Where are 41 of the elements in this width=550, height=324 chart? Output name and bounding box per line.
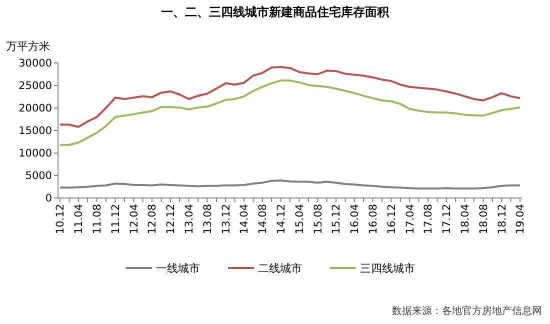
y-tick-label: 5000 bbox=[25, 170, 52, 182]
x-tick-label: 16.12 bbox=[386, 204, 398, 234]
x-tick-label: 14.08 bbox=[257, 204, 270, 234]
x-tick-label: 14.04 bbox=[238, 204, 251, 234]
x-tick-label: 16.04 bbox=[349, 204, 362, 234]
x-tick-label: 11.12 bbox=[110, 204, 122, 234]
y-tick-label: 25000 bbox=[18, 80, 52, 92]
legend-label: 三四线城市 bbox=[360, 262, 415, 275]
chart-title: 一、二、三四线城市新建商品住宅库存面积 bbox=[161, 5, 390, 19]
source-note: 数据来源：各地官方房地产信息网 bbox=[392, 305, 542, 317]
x-tick-label: 11.08 bbox=[91, 204, 104, 234]
x-tick-label: 17.04 bbox=[404, 204, 416, 234]
x-tick-label: 16.08 bbox=[367, 204, 380, 234]
x-tick-label: 12.08 bbox=[146, 204, 159, 234]
x-tick-label: 11.04 bbox=[73, 204, 86, 234]
y-tick-label: 0 bbox=[45, 192, 52, 205]
y-tick-label: 15000 bbox=[18, 125, 52, 138]
y-tick-label: 10000 bbox=[18, 148, 52, 160]
x-tick-label: 12.04 bbox=[128, 204, 140, 234]
x-tick-label: 13.12 bbox=[220, 204, 232, 234]
x-tick-label: 13.04 bbox=[183, 204, 196, 234]
line-series bbox=[59, 66, 521, 128]
x-tick-label: 15.04 bbox=[294, 204, 306, 234]
x-tick-label: 18.04 bbox=[459, 204, 472, 234]
y-axis-title: 万平方米 bbox=[6, 40, 50, 53]
x-tick-label: 18.12 bbox=[496, 204, 508, 234]
x-tick-label: 12.12 bbox=[165, 204, 178, 234]
x-tick-label: 10.12 bbox=[54, 204, 67, 234]
x-tick-label: 17.12 bbox=[441, 204, 454, 234]
x-tick-label: 17.08 bbox=[422, 204, 435, 234]
x-tick-label: 15.12 bbox=[330, 204, 343, 234]
y-tick-label: 30000 bbox=[18, 58, 52, 70]
legend-label: 一线城市 bbox=[156, 262, 200, 275]
x-tick-label: 18.08 bbox=[478, 204, 490, 234]
legend-label: 二线城市 bbox=[258, 262, 302, 275]
x-tick-label: 19.04 bbox=[514, 204, 527, 234]
y-tick-label: 20000 bbox=[18, 102, 52, 115]
line-series bbox=[59, 80, 521, 146]
x-tick-label: 15.08 bbox=[312, 204, 324, 234]
x-tick-label: 14.12 bbox=[275, 204, 288, 234]
x-tick-label: 13.08 bbox=[202, 204, 214, 234]
